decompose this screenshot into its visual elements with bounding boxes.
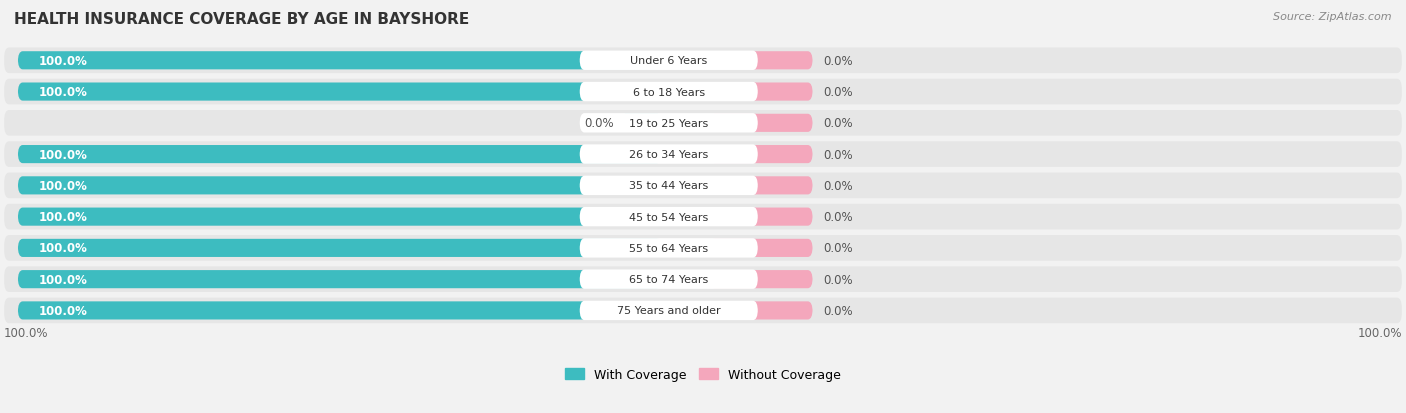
Text: 0.0%: 0.0%: [824, 242, 853, 255]
Text: 65 to 74 Years: 65 to 74 Years: [628, 275, 709, 285]
Text: 0.0%: 0.0%: [824, 211, 853, 223]
Text: 0.0%: 0.0%: [824, 304, 853, 317]
Text: 19 to 25 Years: 19 to 25 Years: [628, 119, 709, 128]
Text: HEALTH INSURANCE COVERAGE BY AGE IN BAYSHORE: HEALTH INSURANCE COVERAGE BY AGE IN BAYS…: [14, 12, 470, 27]
Text: 0.0%: 0.0%: [824, 117, 853, 130]
Text: Under 6 Years: Under 6 Years: [630, 56, 707, 66]
Text: 0.0%: 0.0%: [824, 148, 853, 161]
Text: 55 to 64 Years: 55 to 64 Years: [628, 243, 709, 253]
FancyBboxPatch shape: [18, 271, 662, 289]
FancyBboxPatch shape: [710, 52, 813, 70]
FancyBboxPatch shape: [4, 267, 1402, 292]
FancyBboxPatch shape: [710, 208, 813, 226]
FancyBboxPatch shape: [579, 207, 758, 227]
FancyBboxPatch shape: [4, 80, 1402, 105]
Text: 0.0%: 0.0%: [585, 117, 614, 130]
FancyBboxPatch shape: [710, 146, 813, 164]
FancyBboxPatch shape: [579, 83, 758, 102]
FancyBboxPatch shape: [4, 235, 1402, 261]
FancyBboxPatch shape: [18, 208, 662, 226]
FancyBboxPatch shape: [18, 146, 662, 164]
FancyBboxPatch shape: [18, 239, 662, 257]
Text: Source: ZipAtlas.com: Source: ZipAtlas.com: [1274, 12, 1392, 22]
Text: 0.0%: 0.0%: [824, 55, 853, 68]
Text: 100.0%: 100.0%: [38, 86, 87, 99]
FancyBboxPatch shape: [18, 301, 662, 320]
FancyBboxPatch shape: [4, 48, 1402, 74]
Text: 100.0%: 100.0%: [38, 211, 87, 223]
FancyBboxPatch shape: [4, 173, 1402, 199]
FancyBboxPatch shape: [18, 177, 662, 195]
FancyBboxPatch shape: [710, 114, 813, 133]
Text: 0.0%: 0.0%: [824, 86, 853, 99]
Text: 0.0%: 0.0%: [824, 179, 853, 192]
FancyBboxPatch shape: [579, 301, 758, 320]
Text: 100.0%: 100.0%: [4, 327, 49, 339]
FancyBboxPatch shape: [579, 239, 758, 258]
FancyBboxPatch shape: [579, 176, 758, 196]
Text: 100.0%: 100.0%: [38, 179, 87, 192]
FancyBboxPatch shape: [579, 270, 758, 289]
Text: 26 to 34 Years: 26 to 34 Years: [628, 150, 709, 160]
Text: 100.0%: 100.0%: [38, 242, 87, 255]
Text: 75 Years and older: 75 Years and older: [617, 306, 720, 316]
FancyBboxPatch shape: [710, 271, 813, 289]
FancyBboxPatch shape: [710, 83, 813, 101]
Text: 100.0%: 100.0%: [38, 55, 87, 68]
FancyBboxPatch shape: [579, 114, 758, 133]
FancyBboxPatch shape: [18, 83, 662, 101]
Text: 6 to 18 Years: 6 to 18 Years: [633, 87, 704, 97]
FancyBboxPatch shape: [579, 52, 758, 71]
FancyBboxPatch shape: [4, 142, 1402, 168]
Text: 100.0%: 100.0%: [38, 148, 87, 161]
Text: 0.0%: 0.0%: [824, 273, 853, 286]
FancyBboxPatch shape: [4, 111, 1402, 136]
Text: 100.0%: 100.0%: [1357, 327, 1402, 339]
FancyBboxPatch shape: [710, 177, 813, 195]
Text: 100.0%: 100.0%: [38, 304, 87, 317]
FancyBboxPatch shape: [18, 52, 662, 70]
FancyBboxPatch shape: [621, 114, 662, 133]
Text: 45 to 54 Years: 45 to 54 Years: [628, 212, 709, 222]
FancyBboxPatch shape: [710, 239, 813, 257]
FancyBboxPatch shape: [710, 301, 813, 320]
FancyBboxPatch shape: [4, 204, 1402, 230]
FancyBboxPatch shape: [4, 298, 1402, 323]
Text: 35 to 44 Years: 35 to 44 Years: [628, 181, 709, 191]
Legend: With Coverage, Without Coverage: With Coverage, Without Coverage: [561, 363, 845, 386]
Text: 100.0%: 100.0%: [38, 273, 87, 286]
FancyBboxPatch shape: [579, 145, 758, 164]
